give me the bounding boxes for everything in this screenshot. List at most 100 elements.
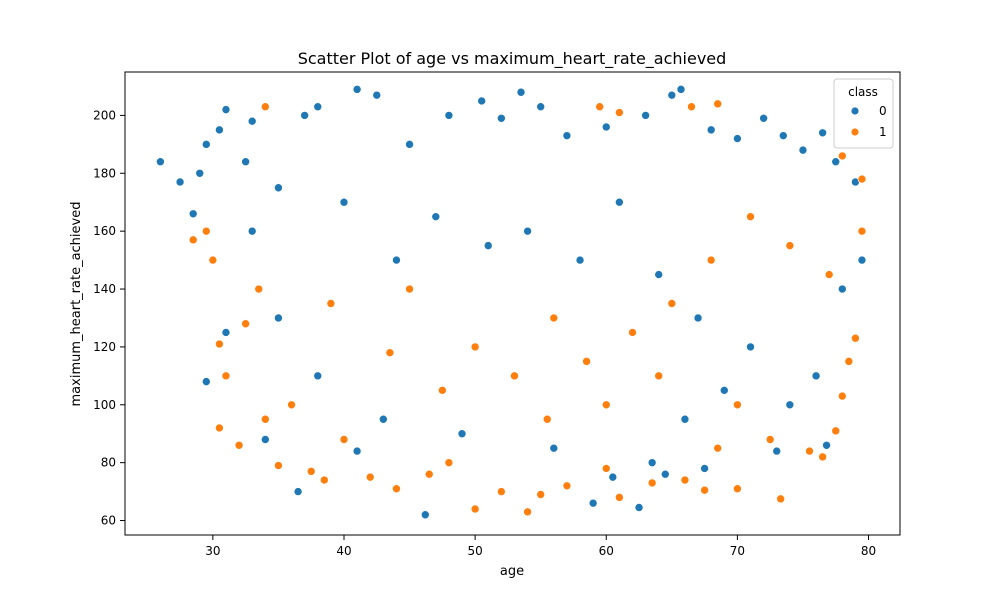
scatter-point-class-1 (824, 270, 834, 279)
scatter-point-class-0 (667, 90, 677, 100)
scatter-point-class-0 (654, 270, 664, 279)
scatter-point-class-1 (765, 435, 775, 444)
scatter-point-class-0 (293, 487, 303, 496)
scatter-point-class-0 (221, 105, 231, 114)
plot-frame (124, 71, 901, 536)
scatter-point-class-1 (208, 255, 218, 265)
scatter-point-class-0 (372, 90, 382, 100)
x-axis: 30 40 50 60 70 80 (205, 535, 876, 558)
scatter-point-class-1 (628, 328, 637, 337)
scatter-point-class-1 (542, 414, 552, 424)
scatter-point-class-1 (680, 475, 690, 485)
scatter-point-class-0 (483, 241, 493, 250)
scatter-point-class-0 (588, 498, 598, 508)
scatter-point-class-0 (676, 85, 686, 94)
y-tick-label: 160 (93, 224, 116, 238)
x-tick-label: 50 (467, 544, 482, 558)
y-tick-label: 60 (101, 514, 116, 528)
scatter-point-class-0 (392, 255, 401, 265)
scatter-point-class-1 (647, 478, 657, 488)
scatter-point-class-0 (175, 177, 185, 187)
scatter-point-class-0 (647, 458, 657, 467)
scatter-point-class-0 (634, 503, 644, 512)
scatter-point-class-1 (851, 333, 860, 343)
scatter-point-class-1 (326, 299, 336, 308)
scatter-point-class-0 (477, 96, 486, 106)
scatter-point-class-1 (733, 484, 742, 494)
scatter-point-class-0 (523, 226, 532, 236)
scatter-point-class-0 (831, 157, 841, 167)
scatter-point-class-0 (202, 377, 211, 386)
scatter-point-class-1 (424, 469, 434, 479)
scatter-point-class-0 (536, 102, 545, 112)
scatter-point-class-1 (615, 493, 624, 502)
scatter-point-class-1 (776, 494, 785, 504)
scatter-point-class-1 (497, 487, 506, 496)
scatter-point-class-1 (444, 458, 454, 467)
scatter-point-class-1 (844, 357, 854, 366)
scatter-point-class-1 (601, 464, 611, 473)
scatter-point-class-0 (608, 472, 618, 482)
scatter-point-class-0 (693, 313, 703, 323)
scatter-point-class-0 (785, 400, 795, 410)
scatter-point-class-0 (857, 255, 867, 265)
scatter-point-class-0 (313, 371, 323, 381)
scatter-point-class-1 (595, 102, 605, 112)
scatter-point-class-0 (516, 87, 526, 97)
scatter-point-class-0 (497, 114, 506, 123)
scatter-point-class-0 (733, 134, 742, 143)
scatter-point-class-1 (582, 357, 591, 366)
scatter-point-class-1 (438, 386, 447, 395)
scatter-point-class-1 (706, 255, 716, 265)
scatter-point-class-1 (536, 490, 545, 499)
scatter-point-class-0 (420, 510, 430, 520)
y-tick-label: 100 (93, 398, 116, 412)
scatter-point-class-0 (457, 429, 467, 439)
scatter-point-class-0 (379, 414, 388, 424)
scatter-point-class-0 (778, 131, 788, 140)
scatter-point-class-0 (444, 111, 454, 120)
scatter-point-class-0 (838, 284, 847, 294)
y-axis-label: maximum_heart_rate_achieved (69, 202, 84, 407)
scatter-point-class-0 (274, 183, 283, 193)
legend-label-0: 0 (879, 104, 887, 118)
scatter-point-class-1 (287, 400, 296, 410)
scatter-point-class-1 (274, 461, 283, 470)
scatter-point-class-1 (654, 371, 664, 381)
scatter-point-class-0 (822, 440, 831, 450)
scatter-point-class-0 (221, 328, 231, 337)
scatter-point-class-0 (772, 446, 782, 456)
scatter-point-class-1 (202, 226, 211, 236)
scatter-point-class-0 (247, 116, 257, 126)
legend: class 0 1 (833, 78, 894, 149)
scatter-point-class-1 (405, 284, 414, 294)
y-tick-label: 200 (93, 108, 116, 122)
scatter-point-class-1 (805, 446, 814, 456)
scatter-point-class-1 (320, 475, 329, 485)
scatter-point-class-1 (700, 485, 709, 495)
scatter-point-class-0 (247, 226, 257, 236)
x-tick-label: 60 (599, 544, 614, 558)
scatter-point-class-1 (188, 235, 198, 245)
scatter-point-class-1 (687, 102, 696, 112)
scatter-point-class-0 (641, 111, 650, 120)
scatter-point-class-0 (575, 255, 585, 265)
scatter-point-class-1 (831, 426, 841, 436)
scatter-point-class-0 (241, 157, 250, 167)
scatter-point-class-0 (300, 111, 309, 120)
scatter-point-class-0 (562, 131, 572, 140)
scatter-point-class-1 (339, 435, 349, 444)
scatter-point-class-0 (274, 313, 283, 323)
points-layer (156, 85, 867, 520)
scatter-point-class-0 (156, 157, 165, 167)
scatter-point-class-0 (405, 140, 414, 149)
scatter-point-class-1 (713, 99, 723, 109)
scatter-point-class-1 (746, 212, 755, 221)
legend-label-1: 1 (879, 125, 887, 139)
x-tick-label: 40 (336, 544, 351, 558)
scatter-point-class-1 (385, 348, 395, 357)
y-tick-label: 140 (93, 282, 116, 296)
scatter-point-class-1 (615, 108, 624, 117)
